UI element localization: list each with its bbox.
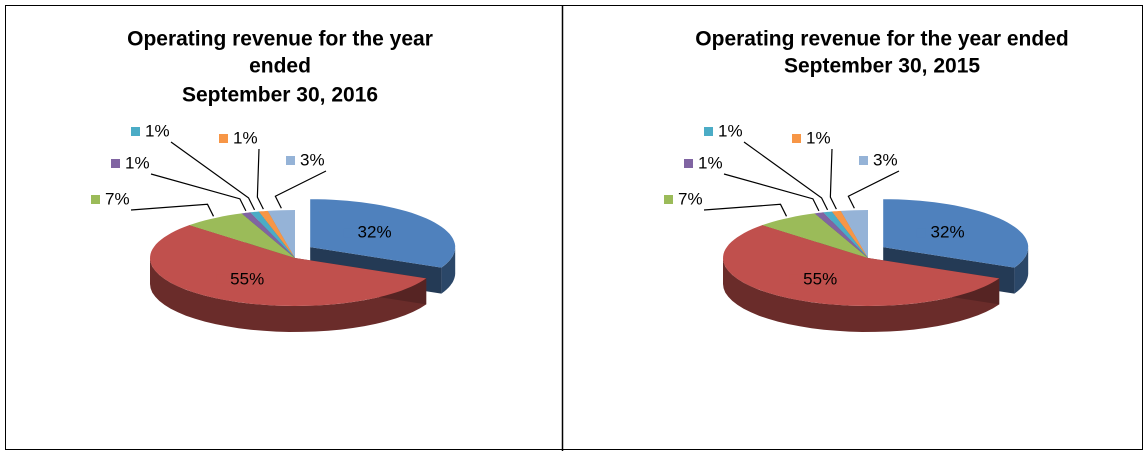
legend-key <box>286 156 295 165</box>
data-label: 32% <box>931 223 965 242</box>
chart-title: Operating revenue for the year ended <box>695 28 1068 51</box>
legend-key <box>91 195 100 204</box>
leader-line <box>703 203 788 217</box>
slice <box>310 199 456 268</box>
slice <box>250 211 295 258</box>
pie <box>150 199 456 332</box>
data-label: 1% <box>125 153 150 172</box>
legend-key <box>343 228 353 238</box>
slice-side <box>1014 247 1029 294</box>
slice <box>840 210 868 258</box>
pie <box>723 199 1029 332</box>
slice <box>258 210 295 258</box>
data-label: 1% <box>233 128 258 147</box>
leader-line <box>274 170 327 209</box>
data-label: 3% <box>873 150 898 169</box>
leader-line <box>723 173 820 212</box>
data-label: 1% <box>806 128 831 147</box>
slice <box>814 212 868 258</box>
legend-key <box>216 274 226 284</box>
leader-line <box>743 141 829 211</box>
slice <box>883 199 1029 268</box>
data-label: 1% <box>698 153 723 172</box>
leader-line <box>130 203 215 217</box>
leader-line <box>256 148 264 210</box>
legend-key <box>111 159 120 168</box>
chart-title: September 30, 2015 <box>784 55 980 78</box>
legend-key <box>219 134 228 143</box>
slice <box>823 211 868 258</box>
legend-key <box>789 274 799 284</box>
slice <box>150 225 427 306</box>
legend-key <box>664 195 673 204</box>
chart-title: Operating revenue for the year <box>127 28 433 51</box>
leader-line <box>170 141 256 211</box>
leader-line <box>829 148 837 210</box>
chart-title: ended <box>249 55 311 78</box>
frame <box>5 5 1143 450</box>
legend-key <box>131 127 140 136</box>
slice-side <box>723 258 1000 332</box>
data-label: 1% <box>718 121 743 140</box>
slice <box>241 212 295 258</box>
data-label: 7% <box>105 189 130 208</box>
legend-key <box>916 228 926 238</box>
chart-title: September 30, 2016 <box>182 84 378 107</box>
leader-line <box>847 170 900 209</box>
slice <box>189 213 295 258</box>
legend-key <box>859 156 868 165</box>
slice-side <box>150 258 427 332</box>
data-label: 55% <box>230 269 264 288</box>
slice <box>723 225 1000 306</box>
data-label: 55% <box>803 269 837 288</box>
leader-line <box>150 173 247 212</box>
slice-side <box>441 247 456 294</box>
slice <box>267 210 295 258</box>
data-label: 32% <box>358 223 392 242</box>
legend-key <box>704 127 713 136</box>
slice <box>762 213 868 258</box>
data-label: 1% <box>145 121 170 140</box>
legend-key <box>792 134 801 143</box>
legend-key <box>684 159 693 168</box>
slice <box>831 210 868 258</box>
data-label: 3% <box>300 150 325 169</box>
data-label: 7% <box>678 189 703 208</box>
